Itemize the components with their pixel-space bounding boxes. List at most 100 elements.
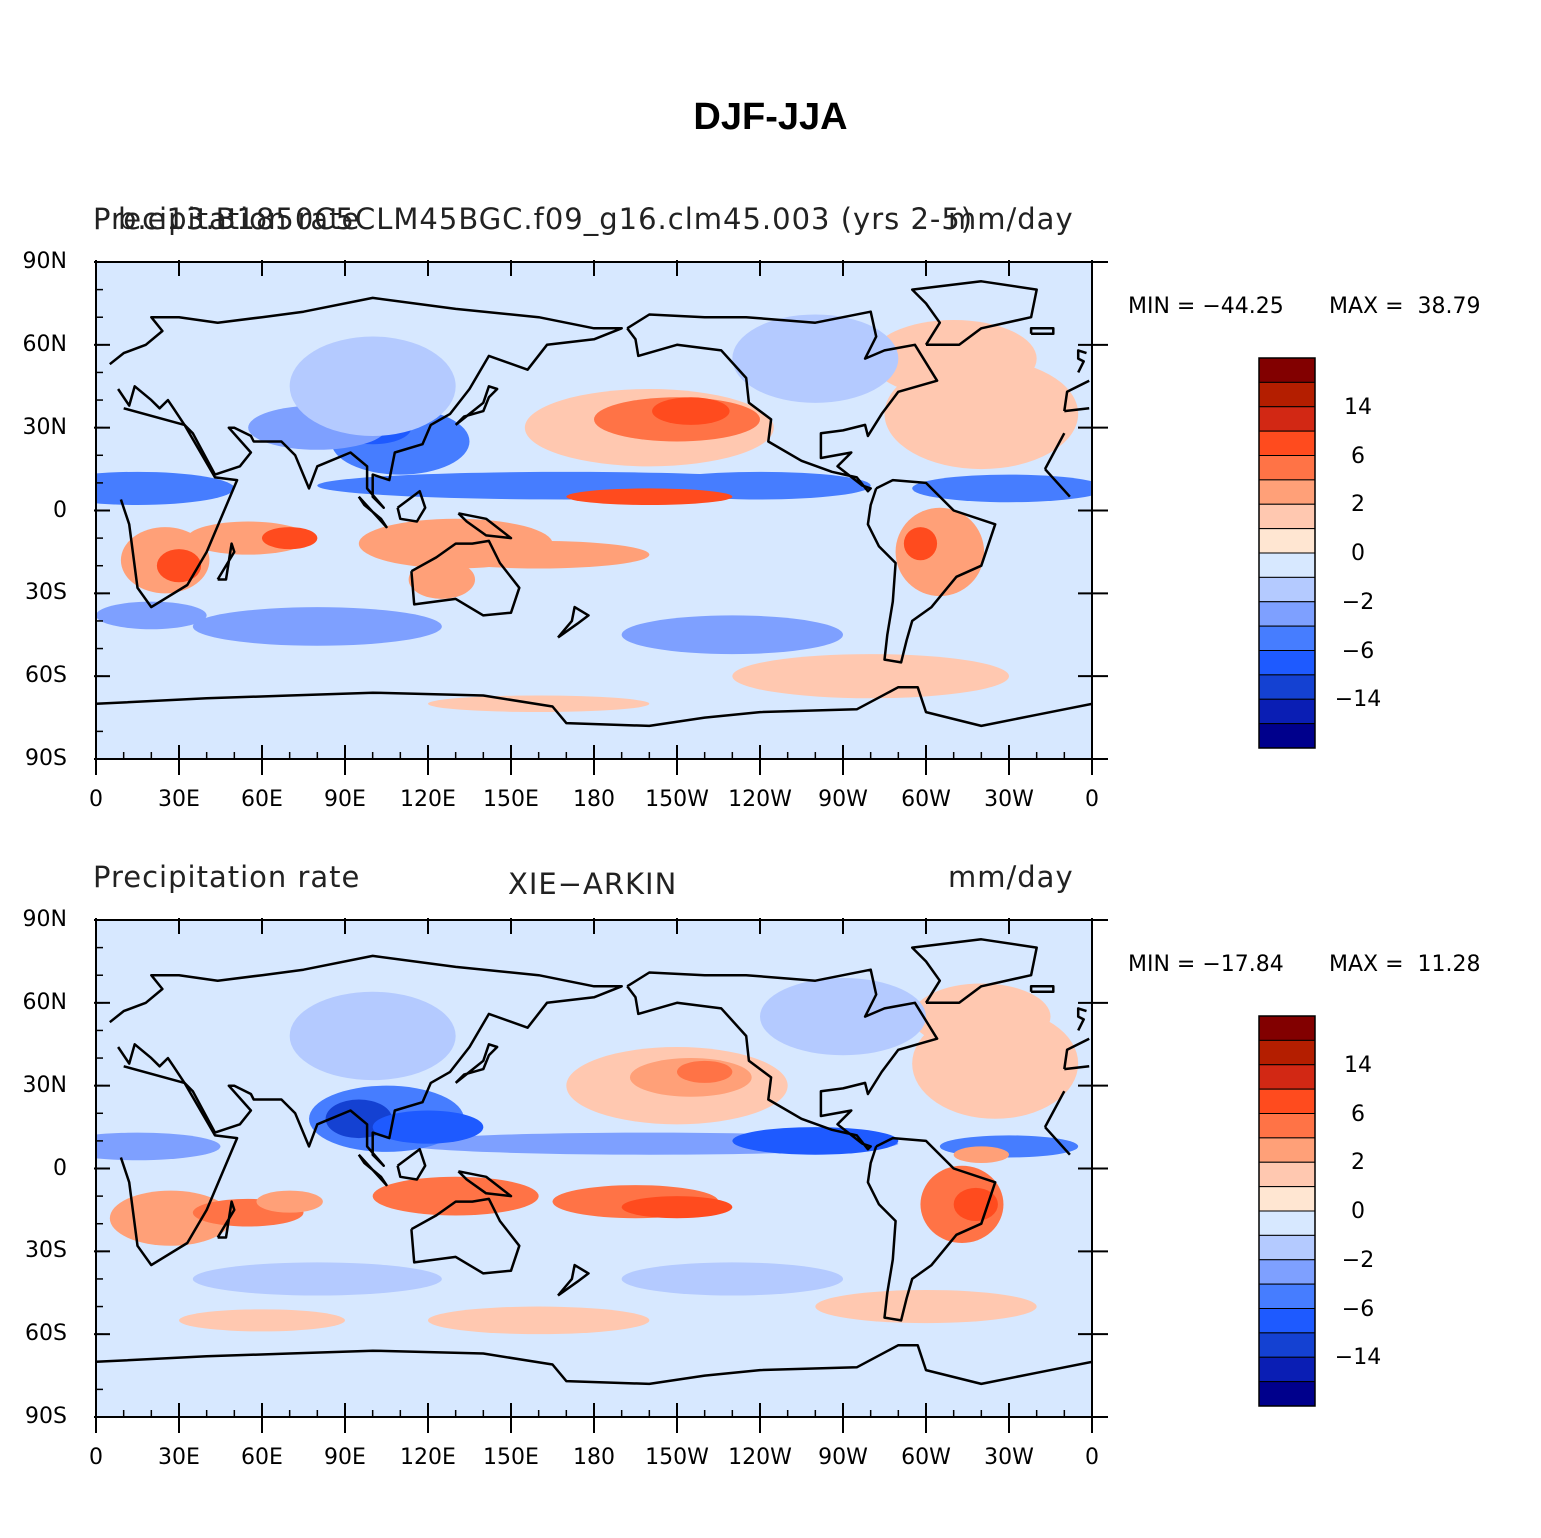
map-panel-1: Precipitation rate b.e13.B1850C5CLM45BGC.… [0, 0, 1541, 812]
lon-label: 30W [984, 1445, 1034, 1470]
coastline [396, 1147, 427, 1181]
anomaly-contour [192, 1262, 442, 1296]
colorbar-swatch [1258, 1161, 1316, 1188]
anomaly-contour [156, 549, 202, 583]
anomaly-contour [953, 1146, 1009, 1163]
anomaly-contour [96, 1132, 221, 1161]
anomaly-contour [372, 1176, 539, 1216]
anomaly-contour [96, 601, 207, 630]
coastline [866, 478, 997, 664]
coastline [410, 1197, 521, 1275]
colorbar-swatch [1258, 1088, 1316, 1114]
colorbar-swatch [1258, 1259, 1316, 1285]
anomaly-contour [289, 336, 456, 436]
colorbar-swatch [1258, 1064, 1316, 1090]
lon-label: 150E [483, 1445, 539, 1470]
panel-center-title: XIE−ARKIN [508, 867, 678, 901]
colorbar-swatch [1258, 576, 1316, 603]
precip-field [96, 262, 1092, 759]
colorbar-label: −2 [1341, 1247, 1375, 1273]
lat-label: 90S [25, 1404, 67, 1429]
anomaly-contour [815, 1289, 1037, 1324]
anomaly-contour [256, 1190, 323, 1213]
panel-units: mm/day [948, 860, 1074, 894]
colorbar-label: −14 [1334, 687, 1382, 713]
lon-label: 120W [728, 787, 792, 812]
colorbar-swatch [1258, 723, 1316, 749]
coastline [216, 1200, 236, 1239]
lat-label: 30N [22, 414, 67, 440]
lon-label: 180 [573, 1445, 615, 1470]
lon-label: 150E [483, 787, 539, 812]
lat-label: 90N [22, 249, 67, 274]
colorbar-swatch [1258, 1015, 1316, 1041]
anomaly-contour [621, 1196, 733, 1219]
anomaly-contour [179, 1309, 345, 1332]
colorbar-frame [1258, 357, 1316, 749]
anomaly-contour [677, 1060, 733, 1083]
anomaly-contour [760, 977, 926, 1056]
panel-left-title: Precipitation rate [93, 202, 361, 236]
colorbar-frame [1258, 1015, 1316, 1407]
lon-label: 60W [901, 1445, 951, 1470]
coastline [1029, 327, 1055, 336]
lat-label: 60N [22, 989, 67, 1015]
coastline [557, 605, 590, 639]
panel-units: mm/day [948, 202, 1074, 236]
coastline [109, 296, 1090, 509]
colorbar-swatch [1258, 1234, 1316, 1261]
lon-label: 180 [573, 787, 615, 812]
lon-label: 30E [158, 787, 200, 812]
anomaly-contour [652, 397, 730, 425]
coastline [557, 1263, 590, 1297]
min-value-label: MIN = −17.84 [1128, 952, 1284, 977]
min-value-label: MIN = −44.25 [1128, 294, 1284, 319]
coastline [454, 385, 499, 426]
coastline [454, 1043, 499, 1084]
anomaly-contour [192, 607, 442, 646]
colorbar-label: 0 [1351, 541, 1365, 566]
lon-label: 120E [400, 1445, 456, 1470]
max-value-label: MAX = 38.79 [1329, 294, 1481, 319]
coastline [119, 407, 1071, 609]
colorbar-swatch [1258, 1283, 1316, 1309]
colorbar-label: −14 [1334, 1345, 1382, 1371]
lon-label: 30E [158, 1445, 200, 1470]
colorbar-label: 2 [1351, 492, 1365, 518]
colorbar-label: 6 [1351, 1101, 1365, 1127]
colorbar-swatch [1258, 406, 1316, 432]
precip-field [96, 920, 1092, 1417]
colorbar-label: 2 [1351, 1150, 1365, 1176]
colorbar-swatch [1258, 1381, 1316, 1407]
coastline [109, 954, 1090, 1167]
anomaly-contour [953, 1187, 998, 1221]
lon-label: 60W [901, 787, 951, 812]
coastline [866, 1136, 997, 1322]
anomaly-contour [408, 560, 476, 599]
coastline [119, 1065, 1071, 1267]
colorbar-swatch [1258, 1186, 1316, 1212]
coastlines [96, 938, 1092, 1386]
lon-label: 90W [818, 787, 868, 812]
anomaly-contour [372, 1110, 484, 1144]
anomaly-contour [903, 527, 938, 561]
lon-label: 60E [241, 1445, 283, 1470]
colorbar-label: 6 [1351, 443, 1365, 469]
anomaly-contour [732, 1127, 899, 1155]
anomaly-contour [428, 540, 650, 569]
colorbar-swatch [1258, 601, 1316, 627]
coastline [357, 495, 388, 529]
colorbar-swatch [1258, 1039, 1316, 1066]
colorbar-swatch [1258, 430, 1316, 456]
lon-label: 90E [324, 787, 366, 812]
coastline [96, 1343, 1092, 1386]
coastline [216, 542, 236, 581]
coastline [457, 512, 513, 540]
colorbar-swatch [1258, 1137, 1316, 1163]
anomaly-contour [912, 474, 1092, 503]
lon-label: 30W [984, 787, 1034, 812]
colorbar-swatch [1258, 552, 1316, 578]
anomaly-contour [96, 471, 235, 505]
colorbar-label: −6 [1341, 638, 1375, 664]
